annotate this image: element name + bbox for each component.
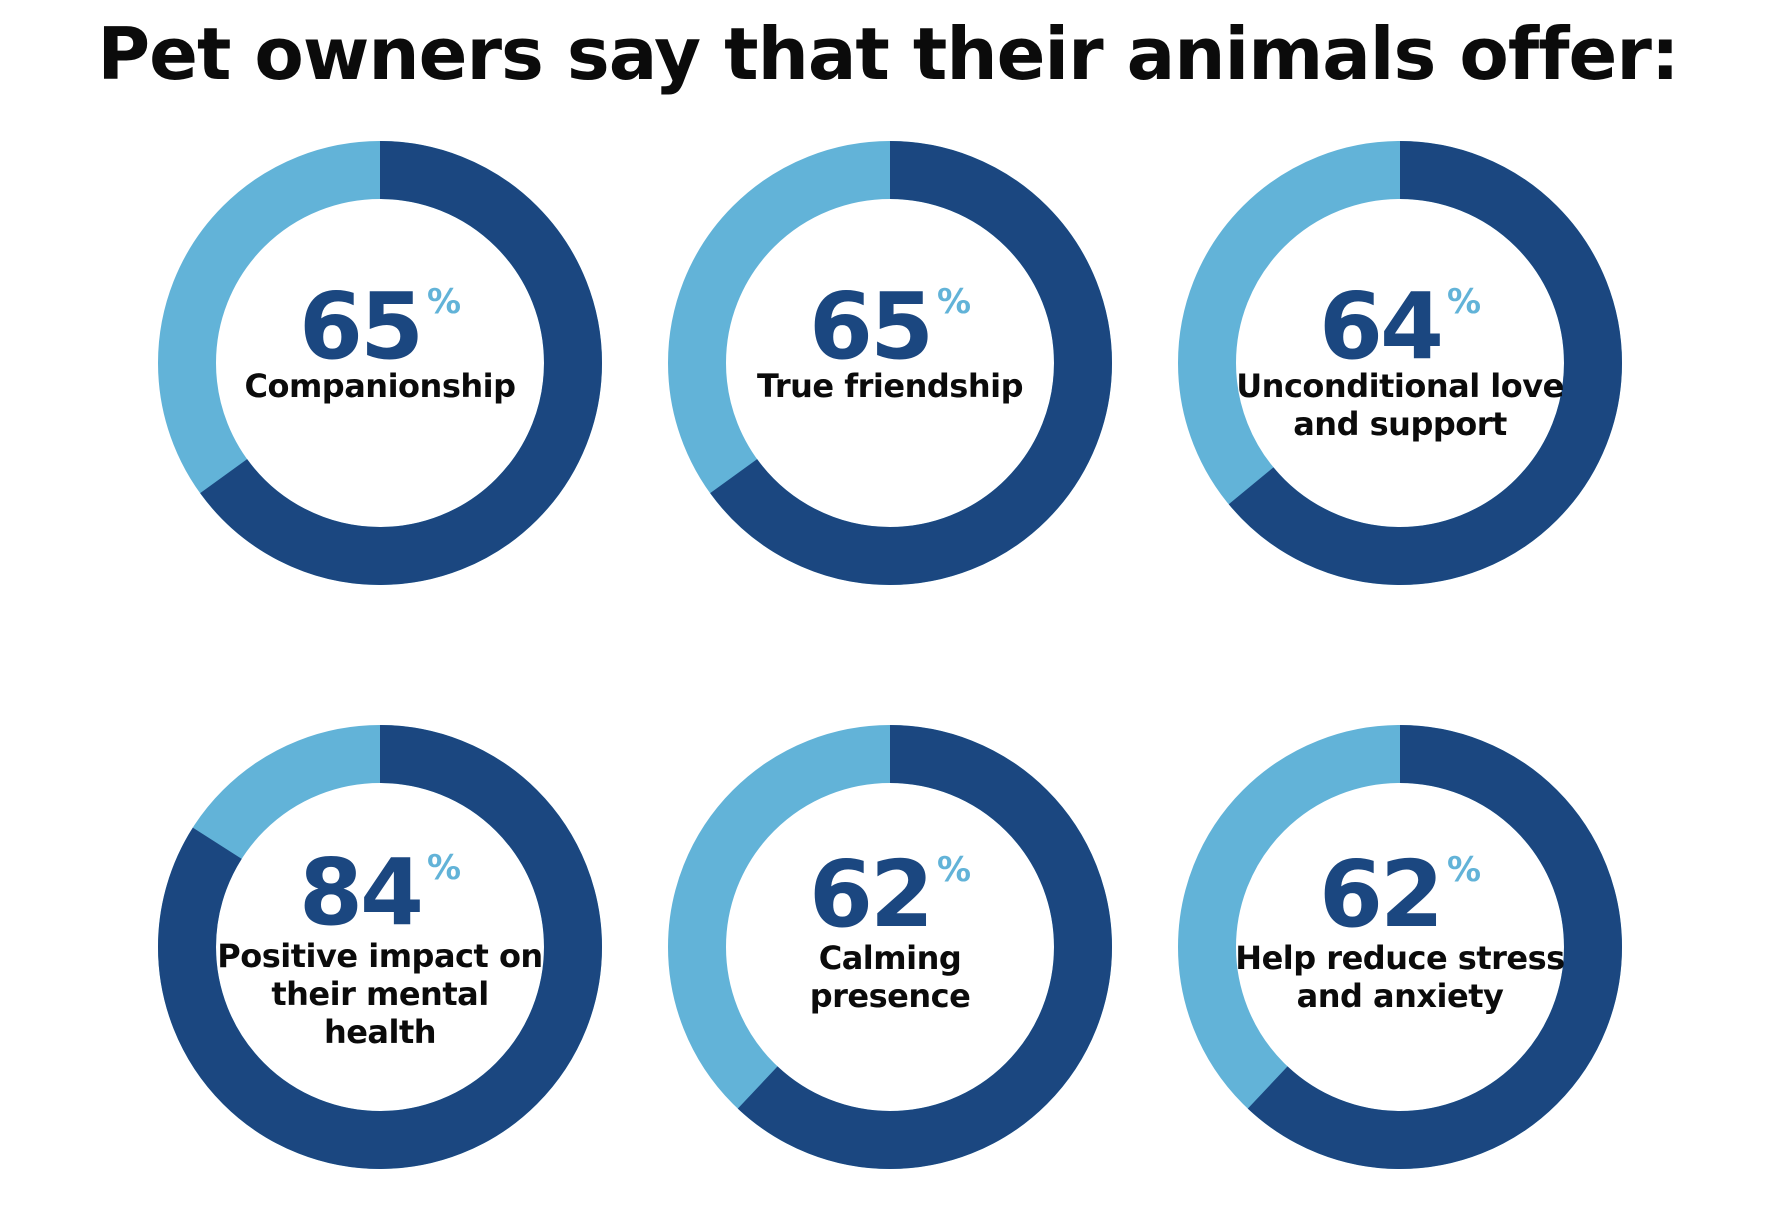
donut-value-label: 84 bbox=[298, 839, 424, 946]
donut-category-label: Unconditional love and support bbox=[1236, 367, 1564, 443]
donut-category-label: Calming presence bbox=[809, 939, 971, 1015]
percent-unit: % bbox=[936, 850, 972, 890]
donut-value-arc bbox=[668, 725, 1112, 1169]
donut-chart-unconditional-love: 64% Unconditional love and support bbox=[1178, 141, 1622, 585]
donut-value-row: 65% bbox=[158, 281, 602, 373]
donut-value-row: 64% bbox=[1178, 281, 1622, 373]
donut-value-row: 62% bbox=[1178, 849, 1622, 941]
donut-svg bbox=[1178, 141, 1622, 585]
percent-unit: % bbox=[1446, 282, 1482, 322]
donut-center: 84% Positive impact on their mental heal… bbox=[158, 725, 602, 1169]
donut-chart-mental-health: 84% Positive impact on their mental heal… bbox=[158, 725, 602, 1169]
donut-value-arc bbox=[1178, 141, 1622, 585]
donut-center: 62% Calming presence bbox=[668, 725, 1112, 1169]
donut-svg bbox=[158, 141, 602, 585]
donut-category-label: Companionship bbox=[244, 367, 516, 405]
donut-value-arc bbox=[1178, 725, 1622, 1169]
donut-value-row: 62% bbox=[668, 849, 1112, 941]
donut-chart-companionship: 65% Companionship bbox=[158, 141, 602, 585]
donut-value-label: 62 bbox=[1318, 841, 1444, 948]
donut-value-label: 64 bbox=[1318, 273, 1444, 380]
donut-chart-true-friendship: 65% True friendship bbox=[668, 141, 1112, 585]
donut-value-label: 62 bbox=[808, 841, 934, 948]
donut-center: 65% Companionship bbox=[158, 141, 602, 585]
donut-svg bbox=[158, 725, 602, 1169]
percent-unit: % bbox=[936, 282, 972, 322]
donut-svg bbox=[1178, 725, 1622, 1169]
chart-title: Pet owners say that their animals offer: bbox=[97, 12, 1679, 96]
percent-unit: % bbox=[1446, 850, 1482, 890]
donut-svg bbox=[668, 725, 1112, 1169]
donut-center: 64% Unconditional love and support bbox=[1178, 141, 1622, 585]
donut-svg bbox=[668, 141, 1112, 585]
donut-chart-reduce-stress: 62% Help reduce stress and anxiety bbox=[1178, 725, 1622, 1169]
donut-category-label: Help reduce stress and anxiety bbox=[1235, 939, 1565, 1015]
donut-center: 62% Help reduce stress and anxiety bbox=[1178, 725, 1622, 1169]
donut-value-label: 65 bbox=[298, 273, 424, 380]
donut-value-label: 65 bbox=[808, 273, 934, 380]
donut-category-label: Positive impact on their mental health bbox=[217, 937, 543, 1051]
donut-value-arc bbox=[158, 141, 602, 585]
donut-value-row: 84% bbox=[158, 847, 602, 939]
percent-unit: % bbox=[426, 282, 462, 322]
donut-value-row: 65% bbox=[668, 281, 1112, 373]
percent-unit: % bbox=[426, 848, 462, 888]
donut-chart-calming-presence: 62% Calming presence bbox=[668, 725, 1112, 1169]
donut-center: 65% True friendship bbox=[668, 141, 1112, 585]
donut-category-label: True friendship bbox=[757, 367, 1023, 405]
donut-value-arc bbox=[158, 725, 602, 1169]
donut-value-arc bbox=[668, 141, 1112, 585]
